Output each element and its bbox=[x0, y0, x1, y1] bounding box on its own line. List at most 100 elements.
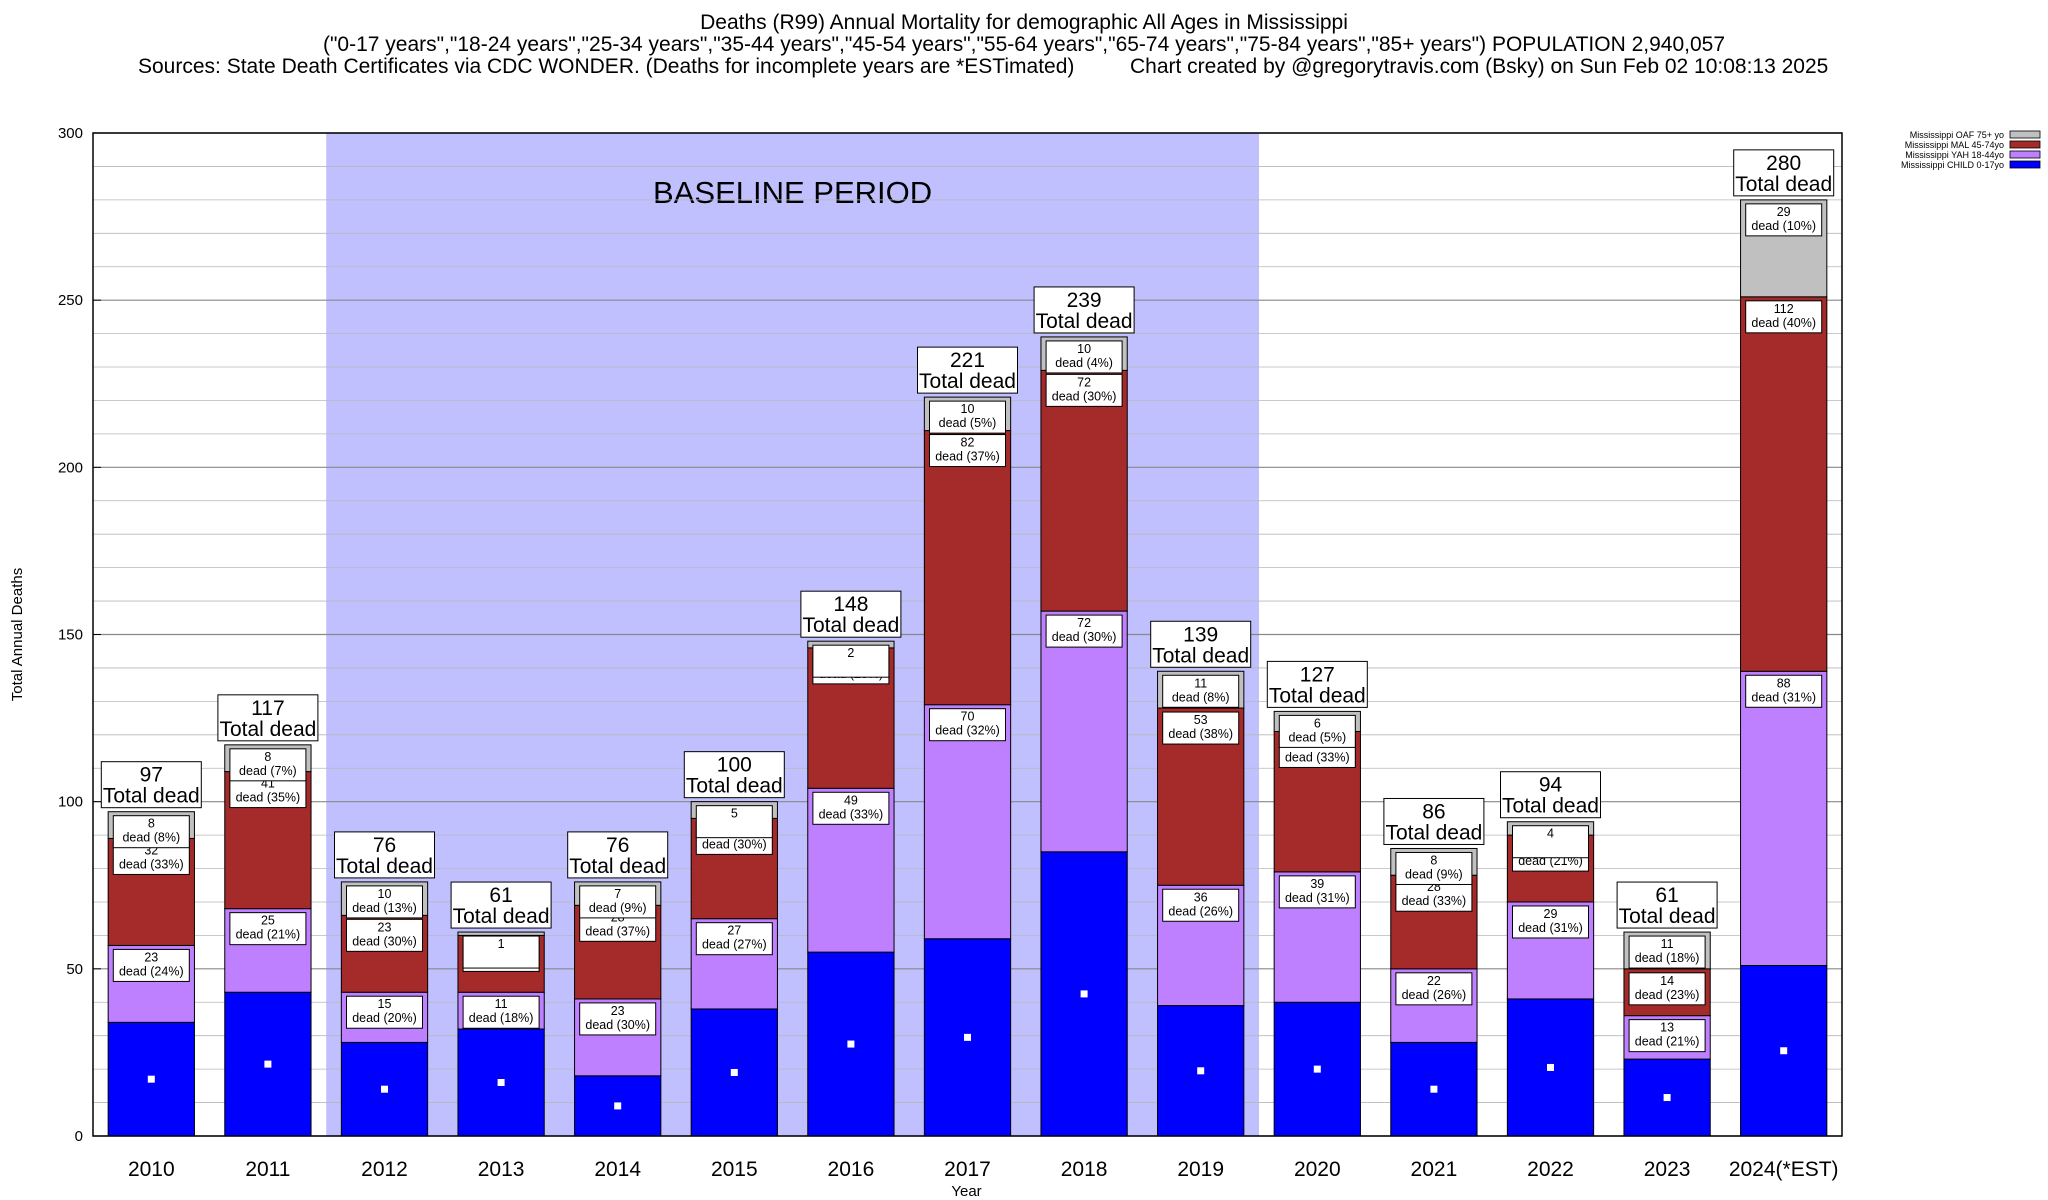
segment-label-box bbox=[579, 885, 657, 919]
total-suffix-label: Total dead bbox=[453, 905, 550, 928]
total-value-label: 61 bbox=[1655, 884, 1678, 907]
segment-label-box bbox=[462, 935, 540, 969]
y-tick-label: 50 bbox=[66, 961, 83, 978]
segment-value-label: 23 bbox=[611, 1004, 625, 1018]
segment-label-box bbox=[1512, 825, 1589, 859]
total-label-box bbox=[100, 761, 202, 809]
segment-label-box bbox=[579, 1002, 657, 1036]
segment-label-box bbox=[112, 815, 190, 849]
segment-percent-label: dead (31%) bbox=[1285, 891, 1350, 905]
bar-marker bbox=[847, 1040, 855, 1048]
segment-percent-label: dead (10%) bbox=[1751, 219, 1816, 233]
segment-value-label: 1 bbox=[498, 937, 505, 951]
total-suffix-label: Total dead bbox=[1152, 644, 1249, 667]
segment-percent-label: dead (38%) bbox=[1168, 727, 1233, 741]
total-value-label: 221 bbox=[950, 349, 985, 372]
bar-marker bbox=[730, 1068, 738, 1076]
bar-marker bbox=[147, 1075, 155, 1083]
x-tick-label: 2016 bbox=[828, 1158, 875, 1181]
segment-value-label: 23 bbox=[144, 950, 158, 964]
total-label-box bbox=[1033, 286, 1135, 334]
chart-title: Deaths (R99) Annual Mortality for demogr… bbox=[700, 11, 1348, 34]
bar-segment bbox=[1740, 670, 1828, 966]
legend-swatch bbox=[2009, 160, 2041, 169]
total-label-box bbox=[1616, 881, 1718, 929]
segment-percent-label: dead (33%) bbox=[1402, 894, 1467, 908]
total-suffix-label: Total dead bbox=[569, 855, 666, 878]
segment-label-box bbox=[695, 805, 773, 839]
total-suffix-label: Total dead bbox=[1385, 821, 1482, 844]
y-tick-label: 300 bbox=[58, 125, 83, 142]
x-tick-label: 2011 bbox=[245, 1158, 290, 1181]
total-value-label: 61 bbox=[489, 884, 512, 907]
segment-label-box bbox=[1628, 972, 1706, 1006]
x-tick-label: 2015 bbox=[711, 1158, 758, 1181]
x-tick-label: 2012 bbox=[361, 1158, 408, 1181]
total-suffix-label: Total dead bbox=[802, 614, 899, 637]
segment-percent-label: dead (33%) bbox=[1285, 750, 1350, 764]
segment-percent-label: dead (40%) bbox=[1751, 316, 1816, 330]
segment-value-label: 53 bbox=[1194, 713, 1208, 727]
chart-credit: Chart created by @gregorytravis.com (Bsk… bbox=[1130, 55, 1829, 78]
segment-label-box bbox=[1278, 875, 1356, 909]
x-tick-label: 2021 bbox=[1411, 1158, 1458, 1181]
bar-marker bbox=[497, 1079, 505, 1087]
total-value-label: 139 bbox=[1183, 623, 1218, 646]
legend-label: Mississippi CHILD 0-17yo bbox=[1901, 160, 2004, 170]
segment-percent-label: dead (18%) bbox=[469, 1011, 534, 1025]
bar-segment bbox=[1273, 1001, 1361, 1137]
bar-marker bbox=[1313, 1065, 1321, 1073]
segment-percent-label: dead (5%) bbox=[939, 416, 997, 430]
segment-label-box bbox=[1045, 614, 1123, 648]
segment-percent-label: dead (5%) bbox=[1288, 730, 1346, 744]
segment-value-label: 112 bbox=[1774, 302, 1794, 316]
segment-percent-label: dead (27%) bbox=[702, 938, 767, 952]
segment-value-label: 13 bbox=[1660, 1021, 1674, 1035]
legend-swatch bbox=[2009, 130, 2041, 139]
segment-label-box bbox=[1628, 935, 1706, 969]
legend-swatch bbox=[2009, 150, 2041, 159]
total-label-box bbox=[217, 694, 319, 742]
total-label-box bbox=[1733, 149, 1835, 197]
segment-percent-label: dead (37%) bbox=[585, 924, 650, 938]
segment-value-label: 4 bbox=[1547, 827, 1554, 841]
baseline-period-label: BASELINE PERIOD bbox=[653, 175, 932, 210]
segment-percent-label: dead (13%) bbox=[352, 901, 417, 915]
total-value-label: 280 bbox=[1766, 152, 1801, 175]
segment-label-box bbox=[1745, 674, 1823, 708]
bar-marker bbox=[1547, 1063, 1554, 1071]
total-suffix-label: Total dead bbox=[919, 370, 1016, 393]
segment-value-label: 10 bbox=[1077, 342, 1091, 356]
segment-label-box bbox=[1162, 711, 1240, 745]
segment-value-label: 22 bbox=[1427, 974, 1441, 988]
segment-percent-label: dead (9%) bbox=[1405, 867, 1463, 881]
total-suffix-label: Total dead bbox=[336, 855, 433, 878]
segment-label-box bbox=[812, 791, 890, 825]
segment-value-label: 39 bbox=[1310, 877, 1324, 891]
segment-value-label: 14 bbox=[1660, 974, 1674, 988]
legend-label: Mississippi YAH 18-44yo bbox=[1905, 150, 2004, 160]
segment-percent-label: dead (26%) bbox=[1168, 904, 1233, 918]
segment-percent-label: dead (31%) bbox=[1751, 690, 1816, 704]
segment-label-box bbox=[1278, 714, 1356, 748]
segment-label-box bbox=[1162, 888, 1240, 922]
total-value-label: 239 bbox=[1067, 289, 1102, 312]
segment-value-label: 8 bbox=[1430, 853, 1437, 867]
bar-marker bbox=[1430, 1085, 1438, 1093]
segment-percent-label: dead (35%) bbox=[236, 791, 301, 805]
segment-label-box bbox=[1045, 340, 1123, 374]
segment-value-label: 6 bbox=[1314, 716, 1321, 730]
total-label-box bbox=[1150, 620, 1252, 668]
segment-percent-label: dead (24%) bbox=[119, 964, 184, 978]
segment-label-box bbox=[929, 400, 1006, 434]
total-label-box bbox=[567, 831, 669, 879]
bar-marker bbox=[264, 1060, 272, 1068]
total-suffix-label: Total dead bbox=[219, 718, 316, 741]
total-suffix-label: Total dead bbox=[1269, 684, 1366, 707]
segment-value-label: 10 bbox=[961, 402, 975, 416]
segment-label-box bbox=[112, 948, 190, 982]
total-suffix-label: Total dead bbox=[686, 775, 783, 798]
segment-value-label: 8 bbox=[148, 817, 155, 831]
total-value-label: 86 bbox=[1422, 800, 1445, 823]
segment-label-box bbox=[229, 748, 307, 782]
